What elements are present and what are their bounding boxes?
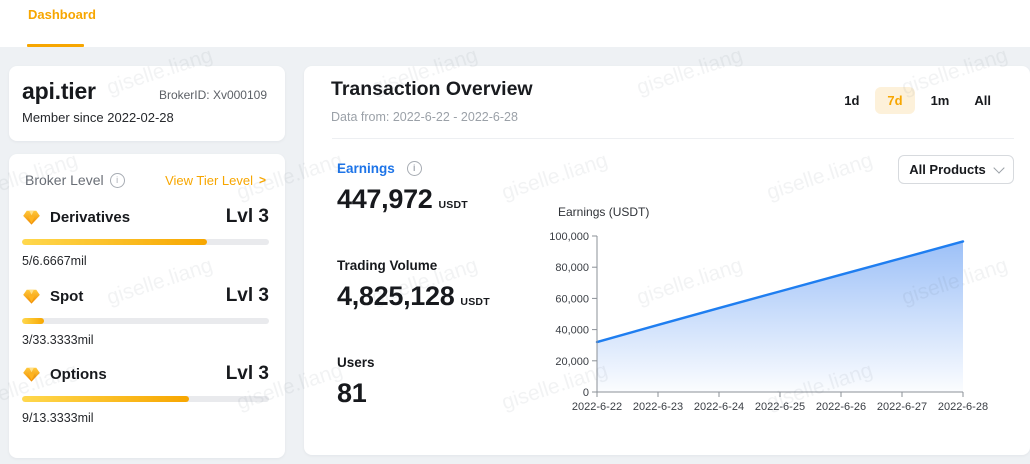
info-icon[interactable]: i: [406, 161, 422, 176]
broker-level-title: Broker Level: [25, 172, 104, 188]
stat-unit: USDT: [460, 296, 490, 308]
tier-top: Derivatives Lvl 3: [22, 206, 269, 228]
earnings-area-chart: 0 20,000 40,000 60,000 80,000 100,000 2022-6-2…: [549, 231, 988, 413]
stat-label-text: Trading Volume: [337, 258, 438, 273]
stat-number: 81: [337, 378, 367, 408]
progress-bar-fill: [22, 239, 208, 245]
stat-label: Earnings i: [337, 161, 468, 176]
overview-title: Transaction Overview: [331, 78, 533, 100]
transaction-overview-card: Transaction Overview Data from: 2022-6-2…: [304, 66, 1030, 455]
broker-level-card: Broker Level i View Tier Level >: [9, 154, 285, 458]
progress-bar: [22, 396, 269, 402]
time-range-selector: 1d 7d 1m All: [835, 87, 1000, 114]
stat-number: 447,972: [337, 184, 433, 214]
svg-text:40,000: 40,000: [555, 325, 589, 337]
active-tab-indicator: [27, 44, 84, 47]
stat-number: 4,825,128: [337, 281, 455, 311]
svg-text:80,000: 80,000: [555, 262, 589, 274]
range-button-7d[interactable]: 7d: [875, 87, 915, 114]
svg-text:2022-6-28: 2022-6-28: [938, 401, 988, 413]
tier-top: Options Lvl 3: [22, 363, 269, 385]
top-nav: Dashboard: [0, 0, 1030, 47]
stat-label-text: Users: [337, 355, 375, 370]
svg-text:2022-6-26: 2022-6-26: [816, 401, 866, 413]
tier-name: Options: [50, 365, 107, 383]
stat-value: 4,825,128 USDT: [337, 281, 490, 312]
tier-level: Lvl 3: [225, 206, 269, 227]
svg-text:100,000: 100,000: [549, 231, 589, 243]
svg-text:20,000: 20,000: [555, 356, 589, 368]
gem-icon: [22, 287, 41, 306]
nav-tab-dashboard[interactable]: Dashboard: [28, 7, 96, 22]
tier-progress-label: 5/6.6667mil: [22, 254, 87, 268]
chevron-right-icon: >: [258, 173, 266, 187]
tier-row-derivatives: Derivatives Lvl 3 5/6.6667mil: [22, 206, 269, 268]
stat-users: Users 81: [337, 355, 375, 409]
tier-progress-label: 9/13.3333mil: [22, 411, 94, 425]
stat-value: 447,972 USDT: [337, 184, 468, 215]
view-tier-level-label: View Tier Level: [165, 172, 253, 188]
svg-text:2022-6-24: 2022-6-24: [694, 401, 744, 413]
broker-name: api.tier: [22, 78, 96, 104]
view-tier-level-link[interactable]: View Tier Level >: [165, 173, 266, 188]
stat-unit: USDT: [438, 199, 468, 211]
broker-level-header: Broker Level i View Tier Level >: [25, 172, 266, 188]
product-filter-value: All Products: [909, 162, 986, 177]
stat-value: 81: [337, 378, 375, 409]
progress-bar-fill: [22, 318, 45, 324]
svg-text:2022-6-22: 2022-6-22: [572, 401, 622, 413]
chevron-down-icon: [993, 161, 1005, 174]
divider: [332, 138, 1014, 139]
range-button-all[interactable]: All: [965, 87, 1000, 114]
gem-icon: [22, 208, 41, 227]
tier-level: Lvl 3: [225, 363, 269, 384]
stat-label: Trading Volume: [337, 258, 490, 273]
tier-name: Spot: [50, 287, 84, 305]
stat-trading-volume: Trading Volume 4,825,128 USDT: [337, 258, 490, 312]
svg-text:2022-6-23: 2022-6-23: [633, 401, 683, 413]
broker-id: BrokerID: Xv000109: [158, 88, 267, 102]
progress-bar: [22, 318, 269, 324]
tier-progress-label: 3/33.3333mil: [22, 333, 94, 347]
svg-text:2022-6-27: 2022-6-27: [877, 401, 927, 413]
stat-label: Users: [337, 355, 375, 370]
svg-text:2022-6-25: 2022-6-25: [755, 401, 805, 413]
tier-level: Lvl 3: [225, 285, 269, 306]
info-icon[interactable]: i: [109, 172, 125, 188]
overview-date-range: Data from: 2022-6-22 - 2022-6-28: [331, 110, 518, 124]
tier-top: Spot Lvl 3: [22, 285, 269, 307]
progress-bar: [22, 239, 269, 245]
member-since: Member since 2022-02-28: [22, 110, 174, 125]
tier-row-options: Options Lvl 3 9/13.3333mil: [22, 363, 269, 425]
stat-earnings: Earnings i 447,972 USDT: [337, 161, 468, 215]
svg-text:60,000: 60,000: [555, 293, 589, 305]
tier-name: Derivatives: [50, 208, 131, 226]
svg-text:0: 0: [583, 387, 589, 399]
profile-card: api.tier BrokerID: Xv000109 Member since…: [9, 66, 285, 141]
tier-row-spot: Spot Lvl 3 3/33.3333mil: [22, 285, 269, 347]
chart-title: Earnings (USDT): [558, 205, 650, 219]
range-button-1d[interactable]: 1d: [835, 87, 868, 114]
stat-label-text: Earnings: [337, 161, 395, 176]
progress-bar-fill: [22, 396, 189, 402]
product-filter-dropdown[interactable]: All Products: [898, 155, 1014, 184]
range-button-1m[interactable]: 1m: [922, 87, 959, 114]
gem-icon: [22, 365, 41, 384]
